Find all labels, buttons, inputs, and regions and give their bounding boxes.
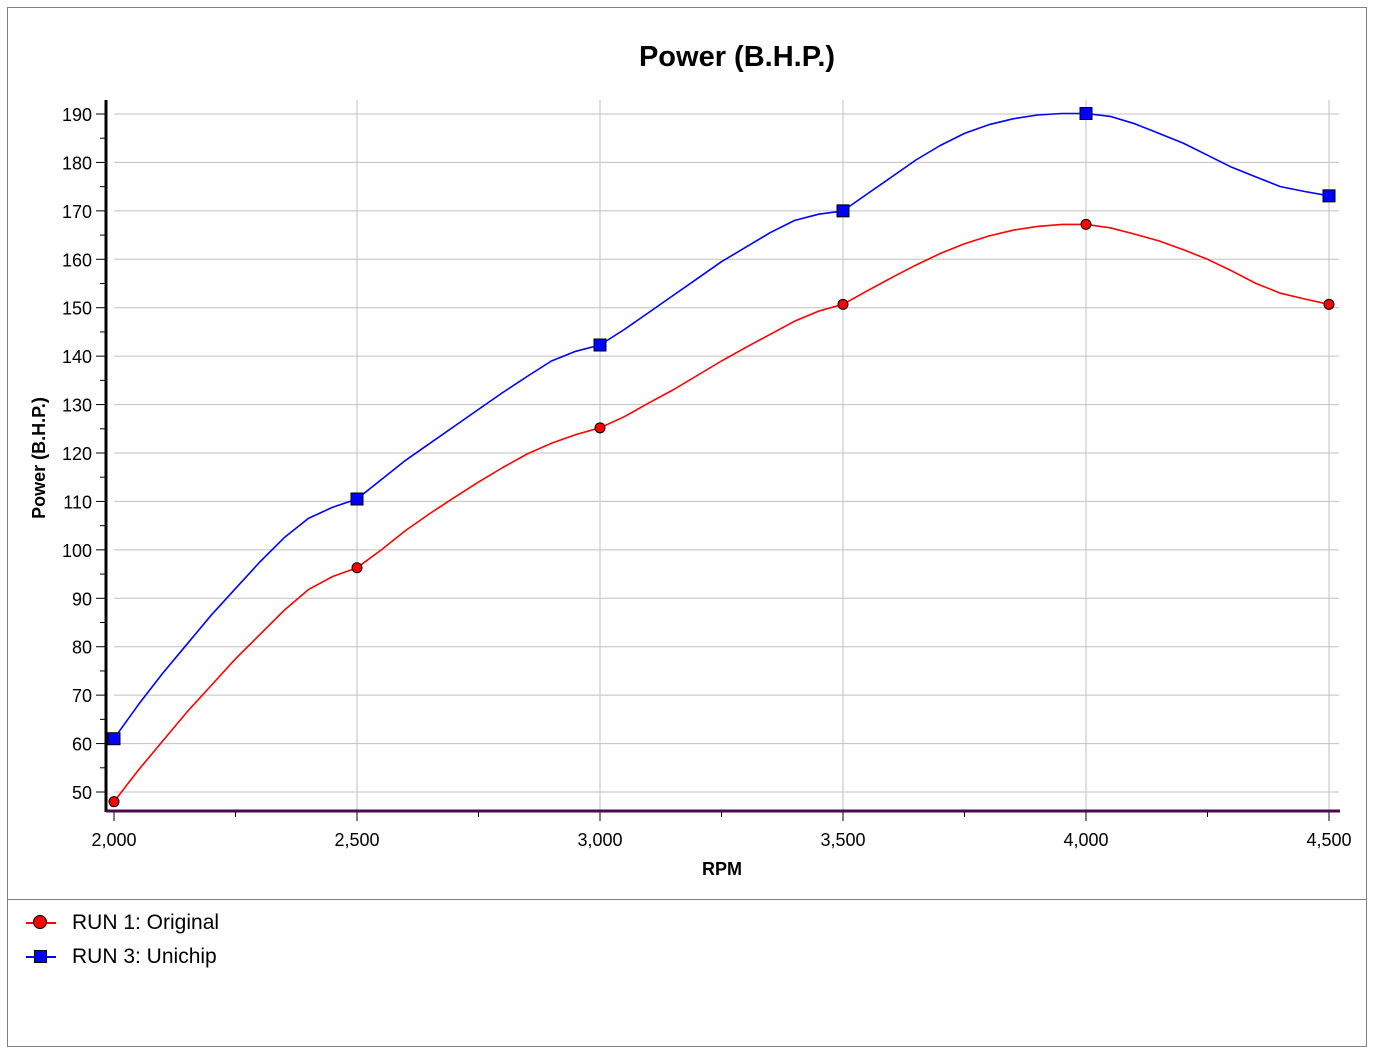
- data-point-circle: [837, 298, 849, 310]
- series-layer: [107, 107, 1336, 808]
- legend-label-run3: RUN 3: Unichip: [72, 945, 217, 968]
- legend-divider: [7, 899, 1367, 900]
- y-tick-label: 150: [62, 299, 92, 319]
- data-point-square: [593, 338, 607, 352]
- y-tick-label: 130: [62, 396, 92, 416]
- y-tick-label: 70: [72, 686, 92, 706]
- legend-label-run1: RUN 1: Original: [72, 911, 220, 934]
- grid-lines: [114, 100, 1339, 811]
- y-tick-label: 180: [62, 153, 92, 173]
- legend-item-run1: RUN 1: Original: [24, 906, 219, 940]
- data-point-square: [1079, 107, 1093, 121]
- y-tick-label: 190: [62, 105, 92, 125]
- series-line: [113, 223, 1330, 803]
- y-axis-label: Power (B.H.P.): [29, 397, 49, 519]
- series-1: [108, 218, 1335, 808]
- legend-marker-circle-icon: [24, 912, 58, 934]
- series-line: [113, 112, 1330, 740]
- x-axis-label: RPM: [702, 859, 742, 879]
- x-tick-label: 3,500: [820, 830, 865, 850]
- data-point-square: [1322, 189, 1336, 203]
- series-2: [107, 107, 1336, 746]
- y-tick-label: 100: [62, 541, 92, 561]
- y-tick-label: 120: [62, 444, 92, 464]
- y-tick-label: 50: [72, 783, 92, 803]
- y-tick-label: 110: [63, 492, 92, 512]
- data-point-circle: [1080, 218, 1092, 230]
- x-tick-label: 4,500: [1306, 830, 1351, 850]
- x-tick-label: 2,500: [334, 830, 379, 850]
- chart-title: Power (B.H.P.): [639, 41, 835, 73]
- y-tick-label: 140: [62, 347, 92, 367]
- data-point-circle: [351, 562, 363, 574]
- data-point-circle: [1323, 298, 1335, 310]
- legend-marker-square-icon: [24, 946, 58, 968]
- y-tick-label: 60: [72, 735, 92, 755]
- legend: RUN 1: Original RUN 3: Unichip: [24, 906, 219, 974]
- data-point-square: [350, 492, 364, 506]
- axes: 50 60 70 80 90 100 110 120 130 140 150 160 170 180 190…: [62, 100, 1352, 850]
- chart-frame: [7, 7, 1367, 1047]
- y-tick-label: 80: [72, 638, 92, 658]
- y-tick-label: 170: [62, 202, 92, 222]
- data-point-square: [107, 732, 121, 746]
- y-tick-label: 90: [72, 589, 92, 609]
- x-tick-label: 4,000: [1063, 830, 1108, 850]
- y-tick-label: 160: [62, 250, 92, 270]
- data-point-circle: [594, 422, 606, 434]
- data-point-square: [836, 204, 850, 218]
- x-tick-label: 2,000: [91, 830, 136, 850]
- data-point-circle: [108, 796, 120, 808]
- legend-item-run3: RUN 3: Unichip: [24, 940, 219, 974]
- x-tick-label: 3,000: [577, 830, 622, 850]
